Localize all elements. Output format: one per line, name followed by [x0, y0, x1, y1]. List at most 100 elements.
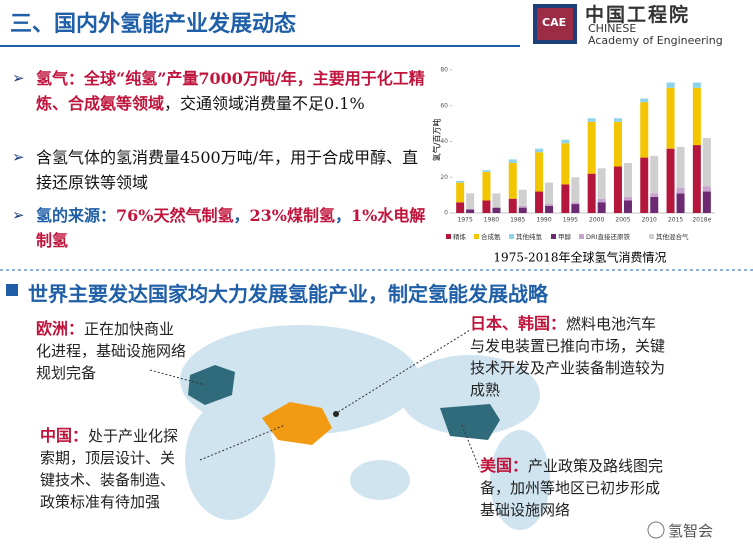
bar-segment	[692, 82, 701, 88]
region: 中国：处于产业化探索期，顶层设计、关键技术、装备制造、政策标准有待加强	[40, 425, 180, 513]
bar-segment	[692, 87, 701, 146]
bar-segment	[571, 202, 580, 205]
bar-segment	[518, 207, 527, 213]
bar-segment	[640, 98, 649, 103]
bullet-text: 氢的来源：	[36, 206, 117, 225]
watermark-icon	[647, 521, 665, 539]
bar-segment	[545, 204, 554, 206]
bar-segment	[561, 184, 570, 213]
logo-cn: 中国工程院	[585, 4, 691, 26]
bar-segment	[650, 196, 659, 213]
y-tick-label: 40	[440, 138, 448, 145]
region: 美国：产业政策及路线图完备，加州等地区已初步形成基础设施网络	[480, 455, 665, 521]
slide-title: 三、国内外氢能产业发展动态	[10, 12, 297, 37]
bar-segment	[597, 168, 606, 199]
legend-label: 甲醇	[558, 232, 572, 241]
bar-segment	[456, 182, 465, 203]
usa	[440, 404, 500, 440]
region-name: 欧洲：	[36, 319, 85, 338]
watermark: 氢智会	[668, 522, 714, 540]
bullet: 氢气：全球“纯氢”产量7000万吨/年，主要用于化工精炼、合成氨等领域，交通领域…	[12, 66, 431, 116]
bar-segment	[492, 207, 501, 213]
bar-segment	[650, 155, 659, 194]
bar-segment	[666, 87, 675, 149]
logo-badge-inner	[537, 8, 573, 40]
bullet-text: ，	[233, 206, 250, 225]
bullet: 含氢气体的氢消费量4500万吨/年，用于合成甲醇、直接还原铁等领域	[12, 145, 431, 195]
logo-en: Academy of Engineering	[588, 34, 723, 47]
bar-segment	[492, 193, 501, 208]
bar-segment	[623, 162, 632, 197]
bar-segment	[466, 209, 475, 213]
bullet-text: ，交通领域消费量不足0.1%	[164, 94, 365, 113]
south-america	[490, 430, 550, 530]
bar-segment	[571, 204, 580, 213]
x-tick-label: 1985	[510, 217, 525, 224]
bar-segment	[597, 202, 606, 213]
bullet-text: 23%煤制氢	[249, 206, 335, 225]
bar-segment	[561, 143, 570, 185]
legend-label: 精炼	[453, 232, 467, 241]
pointer	[461, 424, 481, 471]
bullet-text: 76%天然气制氢	[116, 206, 234, 225]
japan-korea	[333, 411, 339, 417]
legend-swatch	[551, 234, 556, 239]
bar-segment	[508, 162, 517, 199]
chart: 氢气/百万吨 1975-2018年全球氢气消费情况 0 20 40 60 80 1975 1…	[432, 67, 715, 265]
y-axis-label: 氢气/百万吨	[432, 119, 442, 162]
x-tick-label: 1980	[484, 217, 499, 224]
bar-segment	[466, 193, 475, 210]
legend-swatch	[474, 234, 479, 239]
bar-segment	[456, 202, 465, 213]
logo-en: CHINESE	[588, 22, 637, 35]
bar-segment	[640, 102, 649, 158]
north-america	[400, 355, 540, 435]
china	[262, 402, 332, 445]
legend-label: 其他纯氢	[516, 232, 543, 241]
bar-segment	[597, 198, 606, 203]
x-tick-label: 2000	[589, 217, 604, 224]
section-title: 世界主要发达国家均大力发展氢能产业，制定氢能发展战略	[28, 282, 548, 306]
bar-segment	[571, 177, 580, 203]
bar-segment	[587, 121, 596, 174]
region-text: 产业政策及路线图完备，加州等地区已初步形成基础设施网络	[480, 457, 664, 519]
x-tick-label: 2018e	[692, 217, 711, 224]
pointer	[334, 329, 471, 415]
bar-segment	[676, 146, 685, 188]
australia	[350, 460, 410, 500]
legend-label: 其他混合气	[656, 232, 689, 241]
x-tick-label: 2005	[615, 217, 630, 224]
bar-segment	[508, 159, 517, 163]
bar-segment	[482, 200, 491, 213]
legend-label: 合成氨	[481, 232, 501, 241]
bar-segment	[702, 186, 711, 192]
bar-segment	[692, 145, 701, 213]
bar-segment	[676, 193, 685, 213]
bullet-text: ，	[335, 206, 352, 225]
bar-segment	[535, 152, 544, 192]
bar-segment	[518, 205, 527, 208]
world-map	[149, 325, 550, 530]
bar-segment	[650, 193, 659, 197]
bullet-text: 含氢气体的氢消费量4500万吨/年，用于合成甲醇、直接还原铁等领域	[36, 148, 419, 192]
bar-segment	[587, 173, 596, 213]
region: 欧洲：正在加快商业化进程，基础设施网络规划完备	[36, 318, 186, 384]
bar-segment	[587, 118, 596, 122]
bar-segment	[456, 180, 465, 183]
bar-segment	[508, 198, 517, 213]
x-tick-label: 1975	[458, 217, 473, 224]
bar-segment	[702, 191, 711, 213]
europe	[188, 365, 235, 405]
x-tick-label: 1995	[563, 217, 578, 224]
y-tick-label: 80	[440, 67, 448, 74]
y-tick-label: 0	[444, 210, 448, 217]
bar-segment	[545, 205, 554, 213]
bar-segment	[666, 82, 675, 88]
bar-segment	[702, 137, 711, 187]
chart-caption: 1975-2018年全球氢气消费情况	[493, 250, 666, 265]
region-name: 中国：	[40, 426, 89, 445]
section-marker	[6, 284, 18, 296]
x-tick-label: 2015	[668, 217, 683, 224]
